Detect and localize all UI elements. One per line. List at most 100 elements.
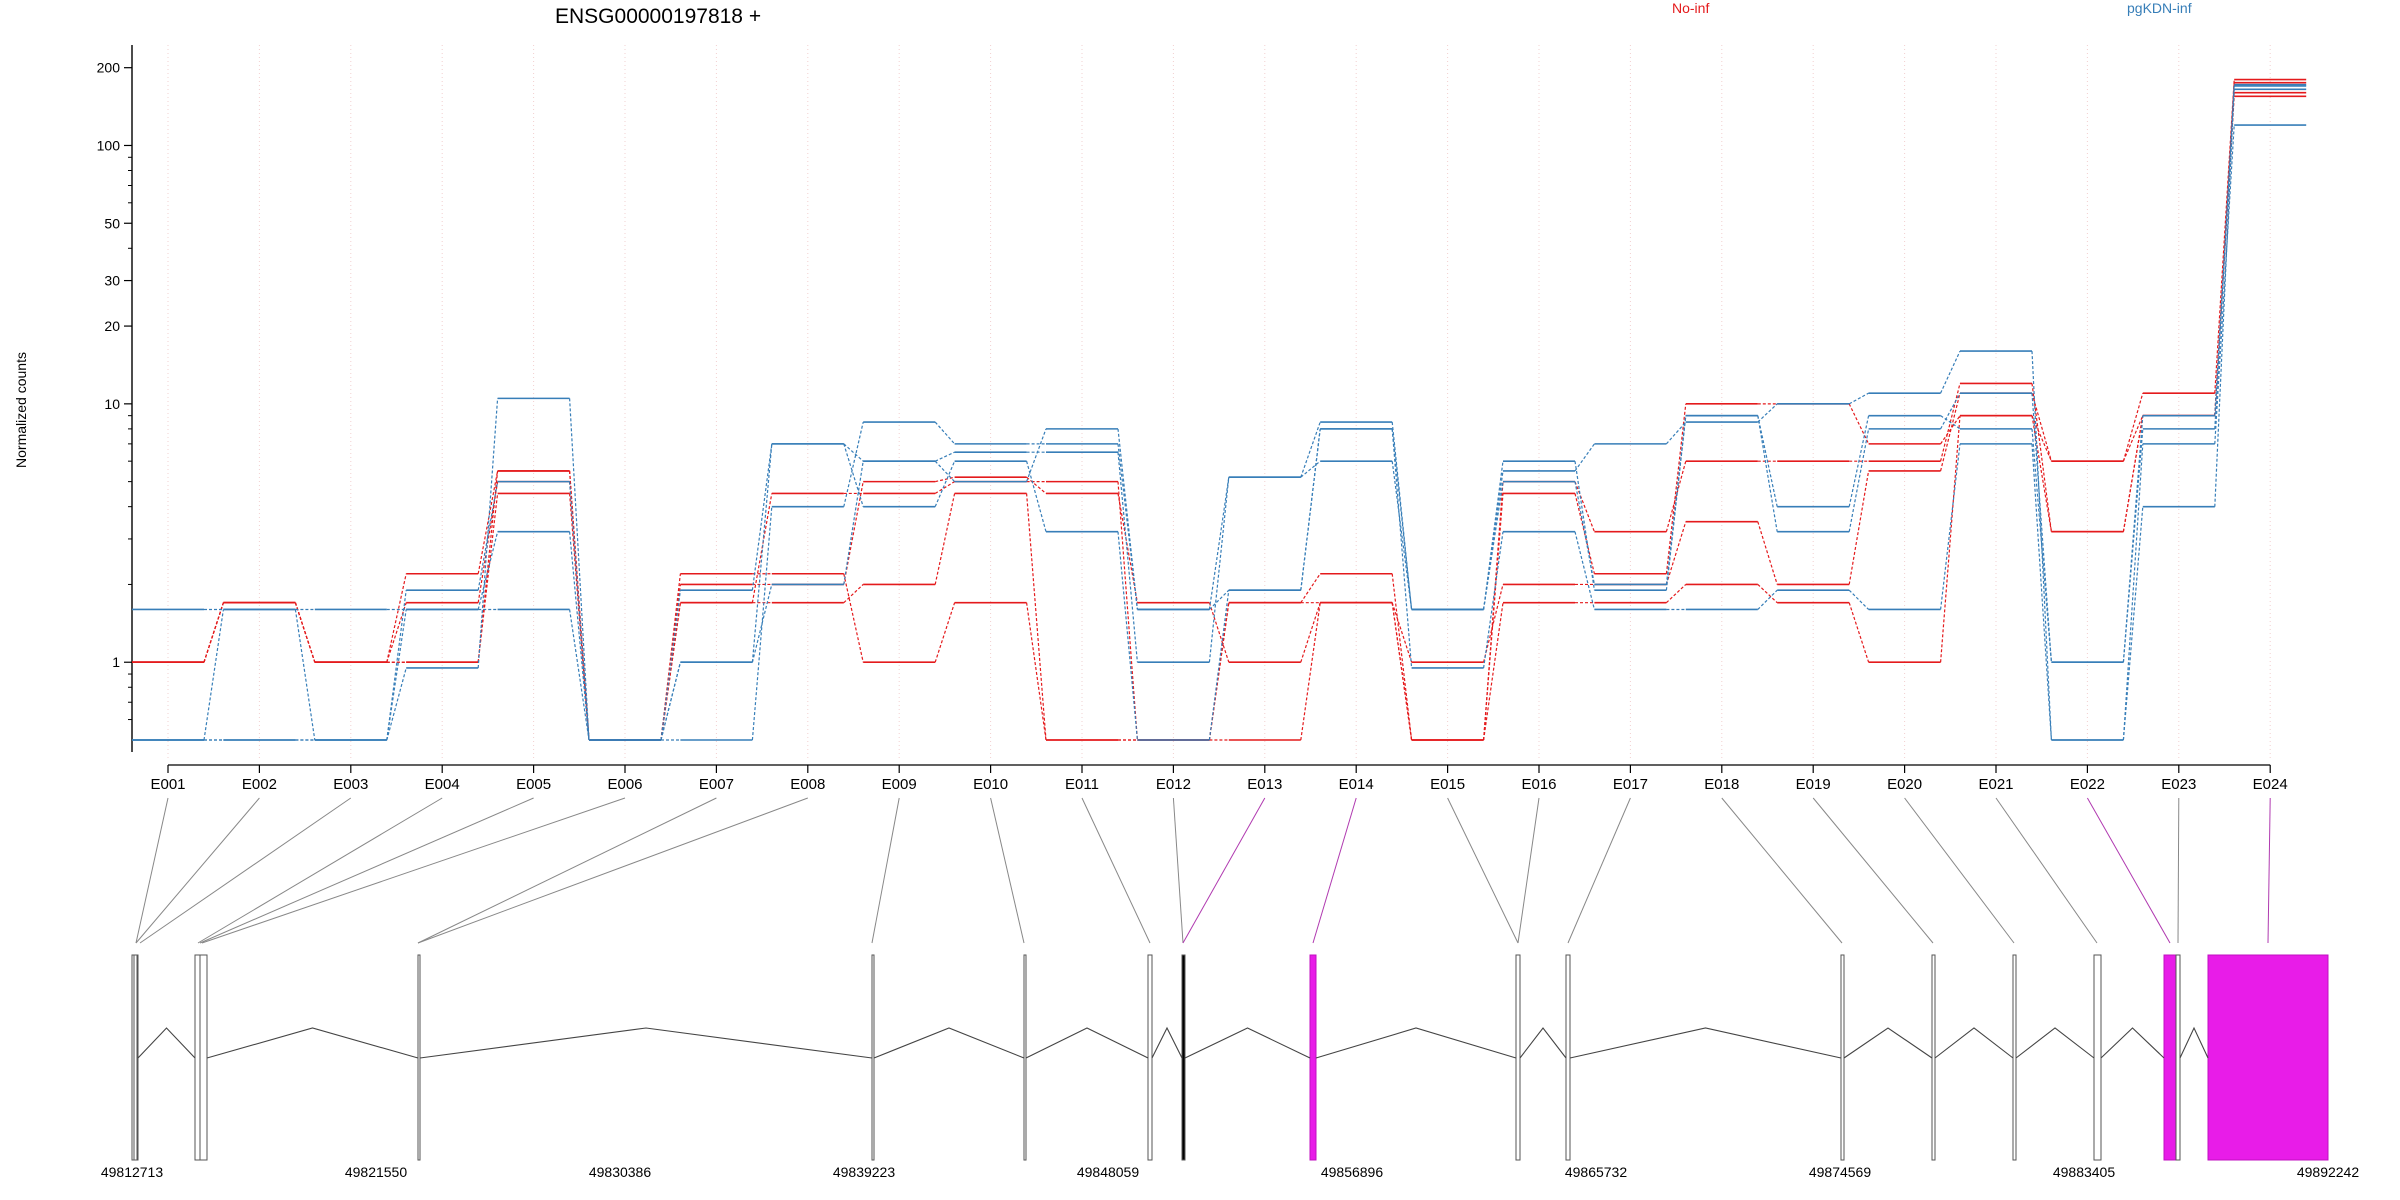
series-connector (1757, 521, 1778, 585)
intron-line (1184, 1027, 1311, 1059)
series-connector (1665, 403, 1687, 574)
exon-block (199, 954, 208, 1161)
exon-mapping-line (1812, 797, 1934, 944)
exon-label: E004 (425, 776, 460, 793)
exon-label: E024 (2253, 776, 2288, 793)
y-tick-label: 10 (104, 396, 120, 412)
series-connector (1757, 589, 1778, 610)
exon-label: E009 (882, 776, 917, 793)
exon-mapping-line (1447, 797, 1519, 944)
exon-label: E023 (2161, 776, 2196, 793)
exon-block (2093, 954, 2102, 1161)
y-axis-label: Normalized counts (13, 352, 29, 468)
exon-mapping-line (135, 797, 169, 944)
exon-block (417, 954, 421, 1161)
series-connector (386, 667, 407, 741)
series-connector (1574, 481, 1595, 585)
series-connector (934, 481, 955, 494)
exon-block (1515, 954, 1521, 1161)
exon-block (1565, 954, 1571, 1161)
series-connector (386, 609, 407, 741)
series-connector (2214, 85, 2235, 507)
y-tick-label: 100 (97, 137, 121, 153)
intron-line (206, 1027, 419, 1059)
series-connector (2031, 393, 2052, 663)
coordinate-label: 49865732 (1565, 1164, 1628, 1180)
series-connector (1848, 470, 1870, 585)
coordinate-label: 49830386 (589, 1164, 652, 1180)
series-no-inf-1 (132, 81, 2307, 741)
series-connector (569, 398, 590, 741)
series-connector (1848, 602, 1870, 663)
series-connector (1665, 584, 1687, 604)
series-connector (1391, 573, 1413, 741)
series-connector (2122, 415, 2144, 462)
exon-mapping-line (1721, 797, 1843, 944)
series-connector (843, 573, 864, 663)
series-connector (1574, 443, 1595, 472)
series-connector (660, 602, 681, 741)
series-connector (1940, 415, 1961, 430)
legend-entry-no-inf: No-inf (1672, 0, 1709, 16)
series-connector (386, 602, 407, 663)
exon-block (2012, 954, 2017, 1161)
series-connector (660, 584, 681, 741)
series-connector (1940, 443, 1961, 610)
exon-mapping-line (1995, 797, 2098, 944)
exon-mapping-line (2177, 797, 2180, 944)
coordinate-label: 49892242 (2297, 1164, 2360, 1180)
series-connector (294, 602, 316, 663)
series-connector (2122, 392, 2144, 462)
series-connector (477, 531, 499, 610)
coordinate-label: 49821550 (345, 1164, 408, 1180)
series-connector (935, 476, 955, 483)
series-connector (843, 584, 864, 604)
exon-label: E022 (2070, 776, 2105, 793)
exon-mapping-line (139, 797, 352, 944)
series-connector (1300, 573, 1321, 604)
exon-label: E017 (1613, 776, 1648, 793)
series-connector (1391, 461, 1413, 610)
intron-line (1934, 1027, 2014, 1059)
exon-block (1181, 954, 1186, 1161)
series-connector (1940, 415, 1961, 663)
series-connector (2214, 124, 2235, 444)
series-connector (1848, 589, 1870, 610)
exon-block (1147, 954, 1153, 1161)
series-connector (1300, 602, 1321, 741)
series-connector (2122, 443, 2144, 741)
series-connector (1391, 428, 1413, 610)
exon-label: E010 (973, 776, 1008, 793)
intron-line (2015, 1027, 2095, 1059)
exon-mapping-lines (135, 797, 2271, 944)
exon-label: E016 (1521, 776, 1556, 793)
series-connector (1848, 428, 1870, 532)
exon-block (2207, 954, 2329, 1161)
series-pgkdn-inf-7 (132, 83, 2307, 741)
series-connector (1208, 589, 1230, 610)
series-connector (1026, 428, 1047, 482)
series-connector (1300, 428, 1321, 591)
exon-mapping-line (1517, 797, 1540, 944)
series-connector (1026, 493, 1047, 741)
series-connector (1848, 415, 1870, 507)
exon-mapping-line (197, 797, 443, 944)
exon-label: E005 (516, 776, 551, 793)
legend-entry-pgkdn-inf: pgKDN-inf (2127, 0, 2192, 16)
series-connector (2122, 415, 2144, 532)
series-connector (934, 421, 956, 445)
exon-mapping-line (1081, 797, 1151, 944)
series-connector (934, 451, 955, 462)
series-connector (934, 460, 956, 483)
series-connector (1665, 415, 1687, 591)
series-connector (1574, 461, 1595, 591)
coordinate-label: 49812713 (101, 1164, 164, 1180)
exon-block (2175, 954, 2181, 1161)
series-connector (751, 584, 773, 663)
exon-block (1309, 954, 1317, 1161)
exon-block (133, 954, 138, 1161)
exon-block (1023, 954, 1027, 1161)
series-connector (477, 470, 499, 574)
exon-label: E020 (1887, 776, 1922, 793)
